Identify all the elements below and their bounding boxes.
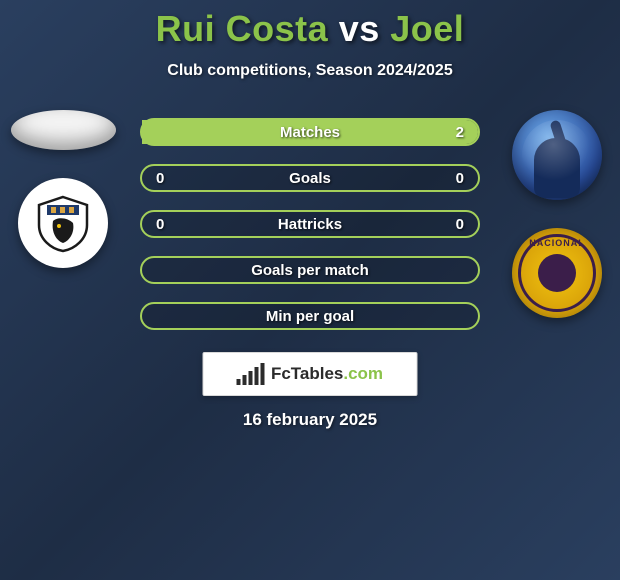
stats-panel: Matches 2 0 Goals 0 0 Hattricks 0 Goals … bbox=[140, 118, 480, 330]
club2-ring-text: NACIONAL bbox=[512, 238, 602, 248]
stat-row-goals: 0 Goals 0 bbox=[140, 164, 480, 192]
club1-crest-icon bbox=[33, 193, 93, 253]
stat-label: Hattricks bbox=[142, 216, 478, 233]
stat-right-value: 0 bbox=[456, 216, 464, 233]
club2-inner-circle-icon bbox=[538, 254, 576, 292]
brand-box: FcTables.com bbox=[203, 352, 418, 396]
player2-name: Joel bbox=[390, 8, 464, 49]
stat-left-value: 0 bbox=[156, 216, 164, 233]
subtitle: Club competitions, Season 2024/2025 bbox=[0, 62, 620, 80]
player1-name: Rui Costa bbox=[156, 8, 329, 49]
player1-avatar bbox=[11, 110, 116, 150]
stat-label: Goals bbox=[142, 170, 478, 187]
club2-badge: NACIONAL bbox=[512, 228, 602, 318]
brand-name-main: FcTables bbox=[271, 364, 343, 383]
player2-avatar bbox=[512, 110, 602, 200]
stat-row-min-per-goal: Min per goal bbox=[140, 302, 480, 330]
stat-right-value: 0 bbox=[456, 170, 464, 187]
date-line: 16 february 2025 bbox=[0, 410, 620, 430]
brand-bars-icon bbox=[237, 363, 265, 385]
stat-left-value: 0 bbox=[156, 170, 164, 187]
stat-label: Goals per match bbox=[142, 262, 478, 279]
stat-fill-right bbox=[142, 120, 478, 144]
vs-separator: vs bbox=[339, 8, 380, 49]
club1-badge bbox=[18, 178, 108, 268]
stat-row-matches: Matches 2 bbox=[140, 118, 480, 146]
brand-name-suffix: .com bbox=[343, 364, 383, 383]
comparison-title: Rui Costa vs Joel bbox=[0, 0, 620, 50]
stat-row-hattricks: 0 Hattricks 0 bbox=[140, 210, 480, 238]
stat-label: Min per goal bbox=[142, 308, 478, 325]
stat-row-goals-per-match: Goals per match bbox=[140, 256, 480, 284]
right-column: NACIONAL bbox=[502, 110, 612, 318]
stat-right-value: 2 bbox=[456, 124, 464, 141]
left-column bbox=[8, 110, 118, 268]
brand-text: FcTables.com bbox=[271, 364, 383, 384]
